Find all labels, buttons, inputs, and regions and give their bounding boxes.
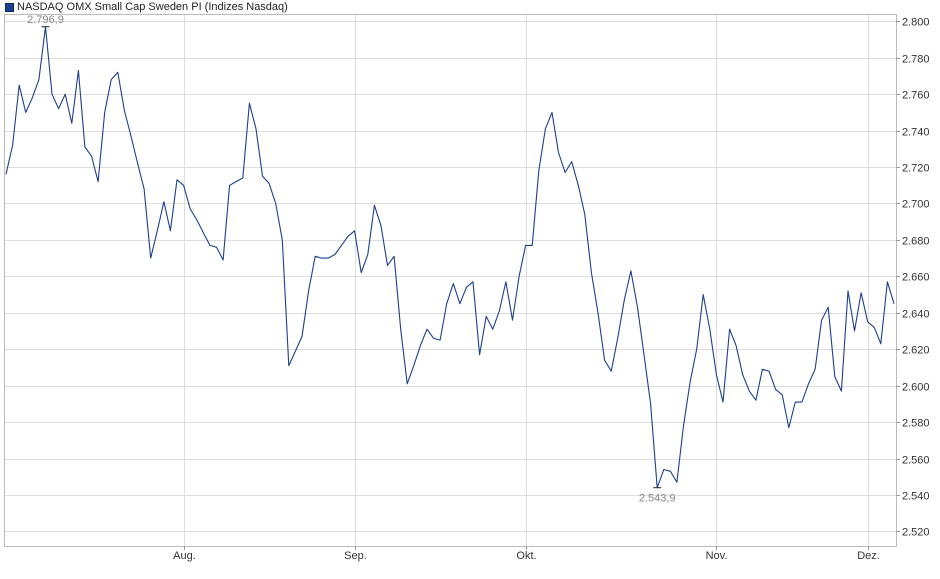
x-axis: Aug.Sep.Okt.Nov.Dez.Jan. — [173, 546, 880, 562]
chart-grid — [4, 14, 896, 546]
series-line — [5, 26, 895, 489]
x-tick-label: Sep. — [344, 550, 367, 562]
max-label: 2.796,9 — [27, 14, 64, 26]
x-tick-label: Okt. — [516, 550, 536, 562]
y-tick-label: 2.720 — [902, 163, 930, 175]
chart-legend: NASDAQ OMX Small Cap Sweden PI (Indizes … — [5, 1, 288, 13]
y-tick-label: 2.800 — [902, 17, 930, 29]
y-tick-label: 2.520 — [902, 527, 930, 539]
min-label: 2.543,9 — [639, 493, 676, 505]
y-tick-label: 2.640 — [902, 309, 930, 321]
y-tick-label: 2.680 — [902, 236, 930, 248]
y-axis: 2.520 2.540 2.560 2.580 2.600 2.620 2.640 2.660… — [896, 17, 930, 539]
y-tick-label: 2.700 — [902, 199, 930, 211]
y-tick-label: 2.660 — [902, 272, 930, 284]
x-tick-label: Nov. — [706, 550, 728, 562]
plot-border — [4, 14, 897, 547]
y-tick-label: 2.760 — [902, 90, 930, 102]
extreme-markers: 2.796,9 2.543,9 — [27, 14, 675, 505]
y-tick-label: 2.560 — [902, 455, 930, 467]
y-tick-label: 2.540 — [902, 491, 930, 503]
y-tick-label: 2.740 — [902, 127, 930, 139]
y-tick-label: 2.600 — [902, 382, 930, 394]
x-tick-label: Aug. — [173, 550, 196, 562]
plot-frame — [4, 14, 897, 547]
legend-swatch — [5, 2, 14, 12]
y-tick-label: 2.620 — [902, 345, 930, 357]
y-tick-label: 2.580 — [902, 418, 930, 430]
series-line-group — [5, 26, 895, 489]
x-tick-label: Dez. — [857, 550, 880, 562]
y-tick-label: 2.780 — [902, 54, 930, 66]
legend-label: NASDAQ OMX Small Cap Sweden PI (Indizes … — [17, 1, 288, 13]
